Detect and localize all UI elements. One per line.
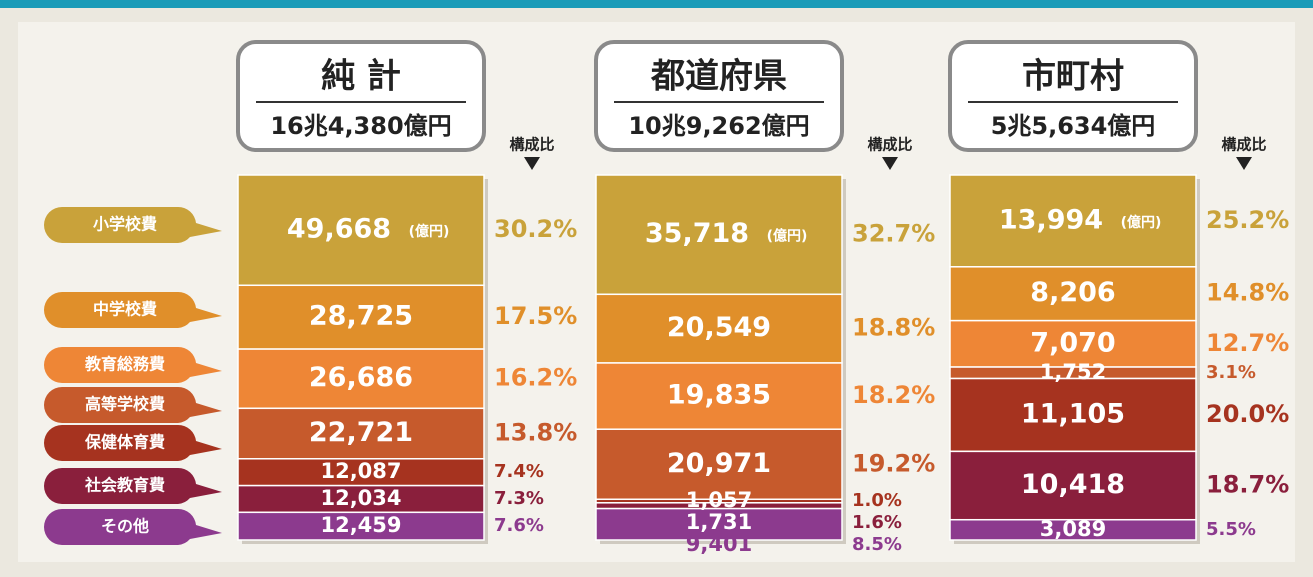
legend-label: 高等学校費 xyxy=(85,395,165,414)
legend-pill xyxy=(44,346,222,383)
value-label: 9,401 xyxy=(686,532,752,556)
value-label: 1,731 xyxy=(686,510,752,534)
bar-segment xyxy=(237,174,485,287)
share-label: 3.1% xyxy=(1206,362,1256,383)
chart-title: 純 計 xyxy=(321,57,401,97)
bar-segment xyxy=(237,511,485,541)
bar-segment xyxy=(237,407,485,460)
share-label: 18.2% xyxy=(852,381,935,409)
bar-segment xyxy=(949,266,1197,322)
chart-title: 都道府県 xyxy=(650,57,787,97)
legend-label: 社会教育費 xyxy=(84,476,165,495)
share-label: 8.5% xyxy=(852,534,902,555)
share-label: 18.7% xyxy=(1206,471,1289,499)
share-label: 20.0% xyxy=(1206,400,1289,428)
share-label: 16.2% xyxy=(494,364,577,392)
share-label: 12.7% xyxy=(1206,329,1289,357)
bar-segment xyxy=(237,484,485,514)
value-label: 12,459 xyxy=(320,513,401,537)
value-label: 13,994 xyxy=(999,204,1103,235)
legend-label: 中学校費 xyxy=(93,300,157,319)
share-label: 32.7% xyxy=(852,220,935,248)
share-label: 5.5% xyxy=(1206,519,1256,540)
share-label: 30.2% xyxy=(494,215,577,243)
legend-label: 保健体育費 xyxy=(84,433,165,452)
chart-title: 市町村 xyxy=(1022,57,1124,97)
unit-label: (億円) xyxy=(409,223,450,240)
value-label: 7,070 xyxy=(1030,327,1115,358)
title-box xyxy=(236,40,486,152)
bar-segment xyxy=(949,174,1197,268)
value-label: 12,034 xyxy=(320,486,401,510)
value-label: 20,549 xyxy=(667,312,771,343)
legend-pill xyxy=(44,291,222,328)
share-label: 1.6% xyxy=(852,512,902,533)
share-header: 構成比 xyxy=(509,136,554,154)
legend-label: その他 xyxy=(101,517,149,536)
value-label: 28,725 xyxy=(309,301,413,332)
bar-segment xyxy=(949,319,1197,368)
share-label: 1.0% xyxy=(852,490,902,511)
bar-segment xyxy=(595,428,843,501)
unit-label: (億円) xyxy=(1121,214,1162,231)
share-label: 14.8% xyxy=(1206,279,1289,307)
value-label: 1,752 xyxy=(1040,360,1106,384)
bar-segment xyxy=(595,507,843,541)
bar-segment xyxy=(237,348,485,410)
bar-segment xyxy=(949,518,1197,541)
bar-segment xyxy=(237,458,485,487)
bar-segment xyxy=(949,450,1197,521)
share-label: 18.8% xyxy=(852,314,935,342)
title-box xyxy=(948,40,1198,152)
value-label: 10,418 xyxy=(1021,469,1125,500)
value-label: 3,089 xyxy=(1040,517,1106,541)
value-label: 20,971 xyxy=(667,448,771,479)
legend-pill xyxy=(44,386,222,423)
share-label: 7.3% xyxy=(494,488,544,509)
value-label: 1,057 xyxy=(686,488,752,512)
title-box xyxy=(594,40,844,152)
share-header: 構成比 xyxy=(1221,136,1266,154)
value-label: 35,718 xyxy=(645,218,749,249)
value-label: 49,668 xyxy=(287,214,391,245)
share-arrow xyxy=(882,157,898,170)
top-band xyxy=(0,0,1313,8)
legend-pill xyxy=(44,467,222,504)
value-label: 19,835 xyxy=(667,380,771,411)
share-arrow xyxy=(524,157,540,170)
bar-segment xyxy=(949,377,1197,453)
share-arrow xyxy=(1236,157,1252,170)
legend-label: 小学校費 xyxy=(93,215,157,234)
chart-total: 16兆4,380億円 xyxy=(270,112,451,140)
value-label: 12,087 xyxy=(320,459,401,483)
bar-segment xyxy=(237,284,485,350)
share-label: 7.4% xyxy=(494,461,544,482)
legend-label: 教育総務費 xyxy=(85,355,165,374)
legend-pill xyxy=(44,424,222,461)
legend-pill xyxy=(44,206,222,243)
share-label: 7.6% xyxy=(494,515,544,536)
share-label: 19.2% xyxy=(852,449,935,477)
chart-total: 5兆5,634億円 xyxy=(991,112,1156,140)
legend-pill xyxy=(44,508,222,545)
unit-label: (億円) xyxy=(767,228,808,245)
value-label: 26,686 xyxy=(309,362,413,393)
value-label: 22,721 xyxy=(309,417,413,448)
share-label: 13.8% xyxy=(494,419,577,447)
share-label: 25.2% xyxy=(1206,206,1289,234)
value-label: 11,105 xyxy=(1021,398,1125,429)
chart-total: 10兆9,262億円 xyxy=(628,112,809,140)
value-label: 8,206 xyxy=(1030,277,1115,308)
share-label: 17.5% xyxy=(494,302,577,330)
share-header: 構成比 xyxy=(867,136,912,154)
